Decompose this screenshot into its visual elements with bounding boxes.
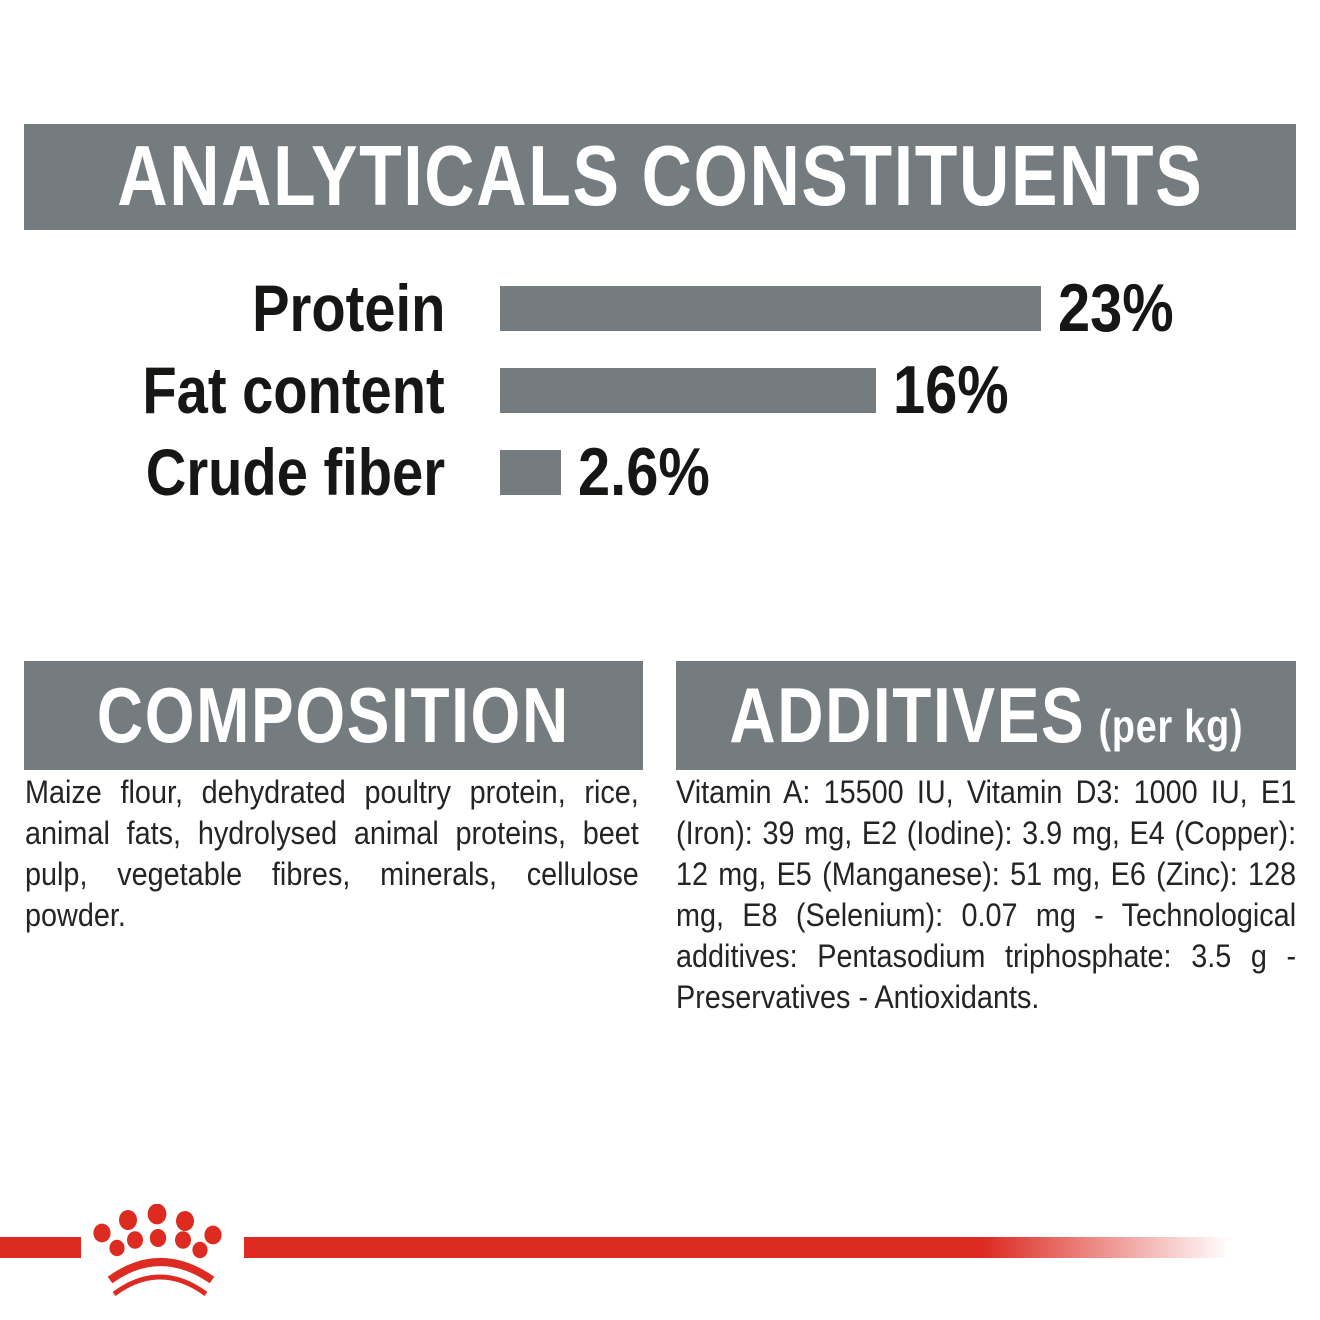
chart-value-label: 2.6% [578, 434, 710, 510]
chart-bar [500, 285, 1041, 331]
composition-title: COMPOSITION [97, 671, 570, 759]
chart-category-label: Crude fiber [145, 435, 445, 509]
analyticals-title: ANALYTICALS CONSTITUENTS [116, 129, 1204, 224]
footer-red-line-right [244, 1237, 1230, 1258]
royal-canin-crown-logo [93, 1204, 222, 1297]
additives-title-text: ADDITIVES [729, 671, 1085, 759]
additives-header-banner: ADDITIVES (per kg) [676, 661, 1296, 770]
additives-body-text: Vitamin A: 15500 IU, Vitamin D3: 1000 IU… [676, 774, 1297, 1015]
chart-bar [500, 367, 876, 413]
chart-row: Protein 23% [0, 270, 1320, 346]
composition-body-text: Maize flour, dehydrated poultry protein,… [25, 774, 639, 933]
chart-row: Crude fiber 2.6% [0, 434, 1320, 510]
chart-value-label: 16% [893, 352, 1009, 428]
additives-title: ADDITIVES (per kg) [729, 670, 1243, 761]
additives-per-kg-label: (per kg) [1098, 700, 1243, 752]
analyticals-header-banner: ANALYTICALS CONSTITUENTS [24, 124, 1296, 230]
chart-row: Fat content 16% [0, 352, 1320, 428]
analyticals-chart: Protein 23% Fat content 16% Crude fiber 2.6% [0, 270, 1320, 510]
footer-red-line-left [0, 1237, 81, 1258]
composition-header-banner: COMPOSITION [24, 661, 643, 770]
chart-category-label: Fat content [142, 353, 445, 427]
chart-value-label: 23% [1058, 270, 1174, 346]
chart-bar [500, 449, 561, 495]
chart-category-label: Protein [251, 271, 445, 345]
